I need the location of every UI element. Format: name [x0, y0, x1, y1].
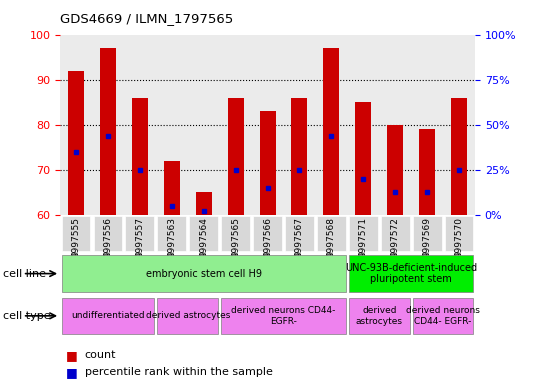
Text: GSM997571: GSM997571 [359, 217, 368, 272]
Bar [60, 35, 92, 215]
Bar [92, 35, 124, 215]
Bar [347, 35, 379, 215]
Text: GSM997555: GSM997555 [72, 217, 80, 272]
FancyBboxPatch shape [62, 216, 91, 251]
FancyBboxPatch shape [126, 216, 154, 251]
Bar [411, 35, 443, 215]
Bar [451, 98, 467, 215]
FancyBboxPatch shape [413, 298, 473, 334]
Text: derived astrocytes: derived astrocytes [146, 311, 230, 320]
Bar [132, 98, 148, 215]
Text: GSM997570: GSM997570 [455, 217, 464, 272]
Text: UNC-93B-deficient-induced
pluripotent stem: UNC-93B-deficient-induced pluripotent st… [345, 263, 477, 285]
Text: ■: ■ [66, 349, 78, 362]
FancyBboxPatch shape [221, 298, 346, 334]
Bar [316, 35, 347, 215]
Text: derived neurons CD44-
EGFR-: derived neurons CD44- EGFR- [232, 306, 336, 326]
Bar [419, 129, 435, 215]
Bar [387, 125, 403, 215]
Text: GSM997563: GSM997563 [167, 217, 176, 272]
Bar [292, 98, 307, 215]
FancyBboxPatch shape [157, 216, 186, 251]
FancyBboxPatch shape [93, 216, 122, 251]
Bar [124, 35, 156, 215]
Text: percentile rank within the sample: percentile rank within the sample [85, 367, 272, 377]
Text: GSM997566: GSM997566 [263, 217, 272, 272]
Bar [156, 35, 188, 215]
Bar [228, 98, 244, 215]
Text: ■: ■ [66, 366, 78, 379]
Text: cell line: cell line [3, 269, 46, 279]
FancyBboxPatch shape [189, 216, 218, 251]
FancyBboxPatch shape [221, 216, 250, 251]
Bar [195, 192, 212, 215]
Text: count: count [85, 350, 116, 360]
Text: cell type: cell type [3, 311, 50, 321]
FancyBboxPatch shape [444, 216, 473, 251]
FancyBboxPatch shape [62, 255, 346, 292]
Bar [219, 35, 252, 215]
FancyBboxPatch shape [349, 255, 473, 292]
FancyBboxPatch shape [349, 298, 410, 334]
Bar [283, 35, 316, 215]
Text: GSM997569: GSM997569 [423, 217, 432, 272]
Text: embryonic stem cell H9: embryonic stem cell H9 [146, 268, 262, 279]
Bar [443, 35, 475, 215]
Bar [164, 161, 180, 215]
FancyBboxPatch shape [413, 216, 442, 251]
Bar [259, 111, 276, 215]
Text: GDS4669 / ILMN_1797565: GDS4669 / ILMN_1797565 [60, 12, 233, 25]
Bar [323, 48, 340, 215]
Text: GSM997572: GSM997572 [391, 217, 400, 272]
FancyBboxPatch shape [381, 216, 410, 251]
FancyBboxPatch shape [317, 216, 346, 251]
Text: undifferentiated: undifferentiated [71, 311, 145, 320]
Bar [68, 71, 84, 215]
FancyBboxPatch shape [62, 298, 154, 334]
Bar [100, 48, 116, 215]
Text: derived neurons
CD44- EGFR-: derived neurons CD44- EGFR- [406, 306, 480, 326]
FancyBboxPatch shape [349, 216, 378, 251]
Text: GSM997567: GSM997567 [295, 217, 304, 272]
FancyBboxPatch shape [285, 216, 314, 251]
Text: GSM997565: GSM997565 [231, 217, 240, 272]
Bar [252, 35, 283, 215]
Bar [355, 102, 371, 215]
Text: derived
astrocytes: derived astrocytes [356, 306, 403, 326]
Bar [379, 35, 411, 215]
Text: GSM997556: GSM997556 [103, 217, 112, 272]
Bar [188, 35, 219, 215]
Text: GSM997568: GSM997568 [327, 217, 336, 272]
FancyBboxPatch shape [157, 298, 218, 334]
FancyBboxPatch shape [253, 216, 282, 251]
Text: GSM997557: GSM997557 [135, 217, 144, 272]
Text: GSM997564: GSM997564 [199, 217, 208, 272]
